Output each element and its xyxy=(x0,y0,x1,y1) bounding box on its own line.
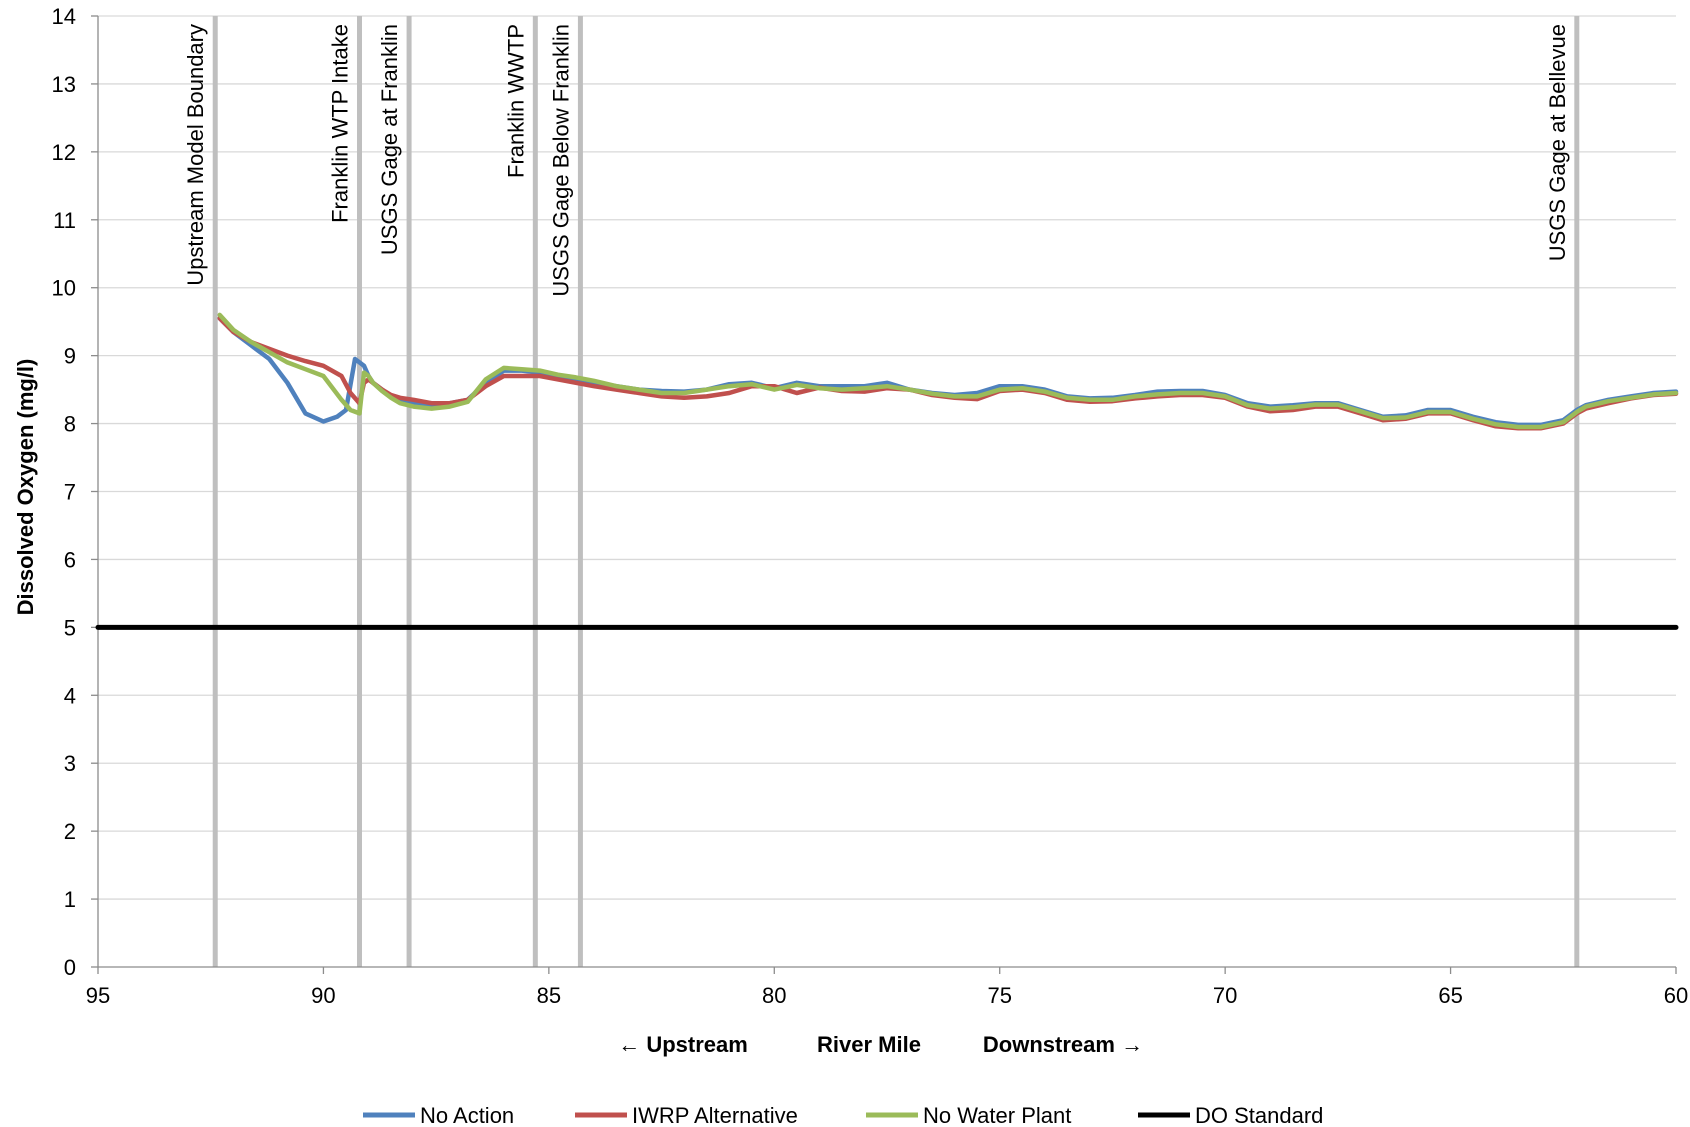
reference-lines xyxy=(212,16,1580,967)
y-tick-label: 10 xyxy=(52,276,76,301)
x-tick-labels: 95 90 85 80 75 70 65 60 xyxy=(86,983,1688,1008)
series-lines xyxy=(95,312,1679,630)
y-tick-label: 8 xyxy=(64,412,76,437)
y-tick-label: 3 xyxy=(64,751,76,776)
series-line-no-water-plant xyxy=(217,312,1679,430)
x-axis-title: River Mile xyxy=(817,1032,921,1057)
y-axis-title: Dissolved Oxygen (mg/l) xyxy=(13,359,38,616)
y-tick-label: 2 xyxy=(64,819,76,844)
legend-label: No Water Plant xyxy=(923,1103,1071,1127)
x-tick-label: 95 xyxy=(86,983,110,1008)
y-tick-label: 9 xyxy=(64,344,76,369)
x-tick-label: 80 xyxy=(762,983,786,1008)
y-tick-label: 11 xyxy=(53,208,76,233)
x-axis-downstream-label: Downstream → xyxy=(983,1032,1143,1057)
y-tick-label: 7 xyxy=(64,480,76,505)
x-tick-label: 90 xyxy=(311,983,335,1008)
y-tick-label: 0 xyxy=(64,955,76,980)
legend-label: No Action xyxy=(420,1103,514,1127)
x-tick-label: 85 xyxy=(537,983,561,1008)
y-tick-label: 5 xyxy=(64,615,76,640)
legend: No Action IWRP Alternative No Water Plant D… xyxy=(363,1103,1323,1127)
legend-label: DO Standard xyxy=(1195,1103,1323,1127)
x-tick-label: 70 xyxy=(1213,983,1237,1008)
y-tick-label: 4 xyxy=(64,683,76,708)
x-tick-label: 60 xyxy=(1664,983,1688,1008)
reference-label: USGS Gage at Franklin xyxy=(377,24,402,255)
reference-label: Franklin WWTP xyxy=(503,24,528,178)
reference-labels: Upstream Model Boundary Franklin WTP Inta… xyxy=(183,24,1570,297)
reference-label: USGS Gage Below Franklin xyxy=(548,24,573,297)
x-axis-upstream-label: ← Upstream xyxy=(618,1032,748,1057)
reference-label: USGS Gage at Bellevue xyxy=(1545,24,1570,261)
y-tick-label: 6 xyxy=(64,547,76,572)
x-tick-label: 75 xyxy=(987,983,1011,1008)
legend-label: IWRP Alternative xyxy=(632,1103,798,1127)
y-tick-label: 12 xyxy=(52,140,76,165)
y-tick-label: 13 xyxy=(52,72,76,97)
y-tick-label: 1 xyxy=(64,887,76,912)
x-tick-label: 65 xyxy=(1438,983,1462,1008)
y-tick-label: 14 xyxy=(52,4,76,29)
reference-label: Upstream Model Boundary xyxy=(183,24,208,286)
axes xyxy=(91,15,1677,974)
reference-label: Franklin WTP Intake xyxy=(327,24,352,223)
